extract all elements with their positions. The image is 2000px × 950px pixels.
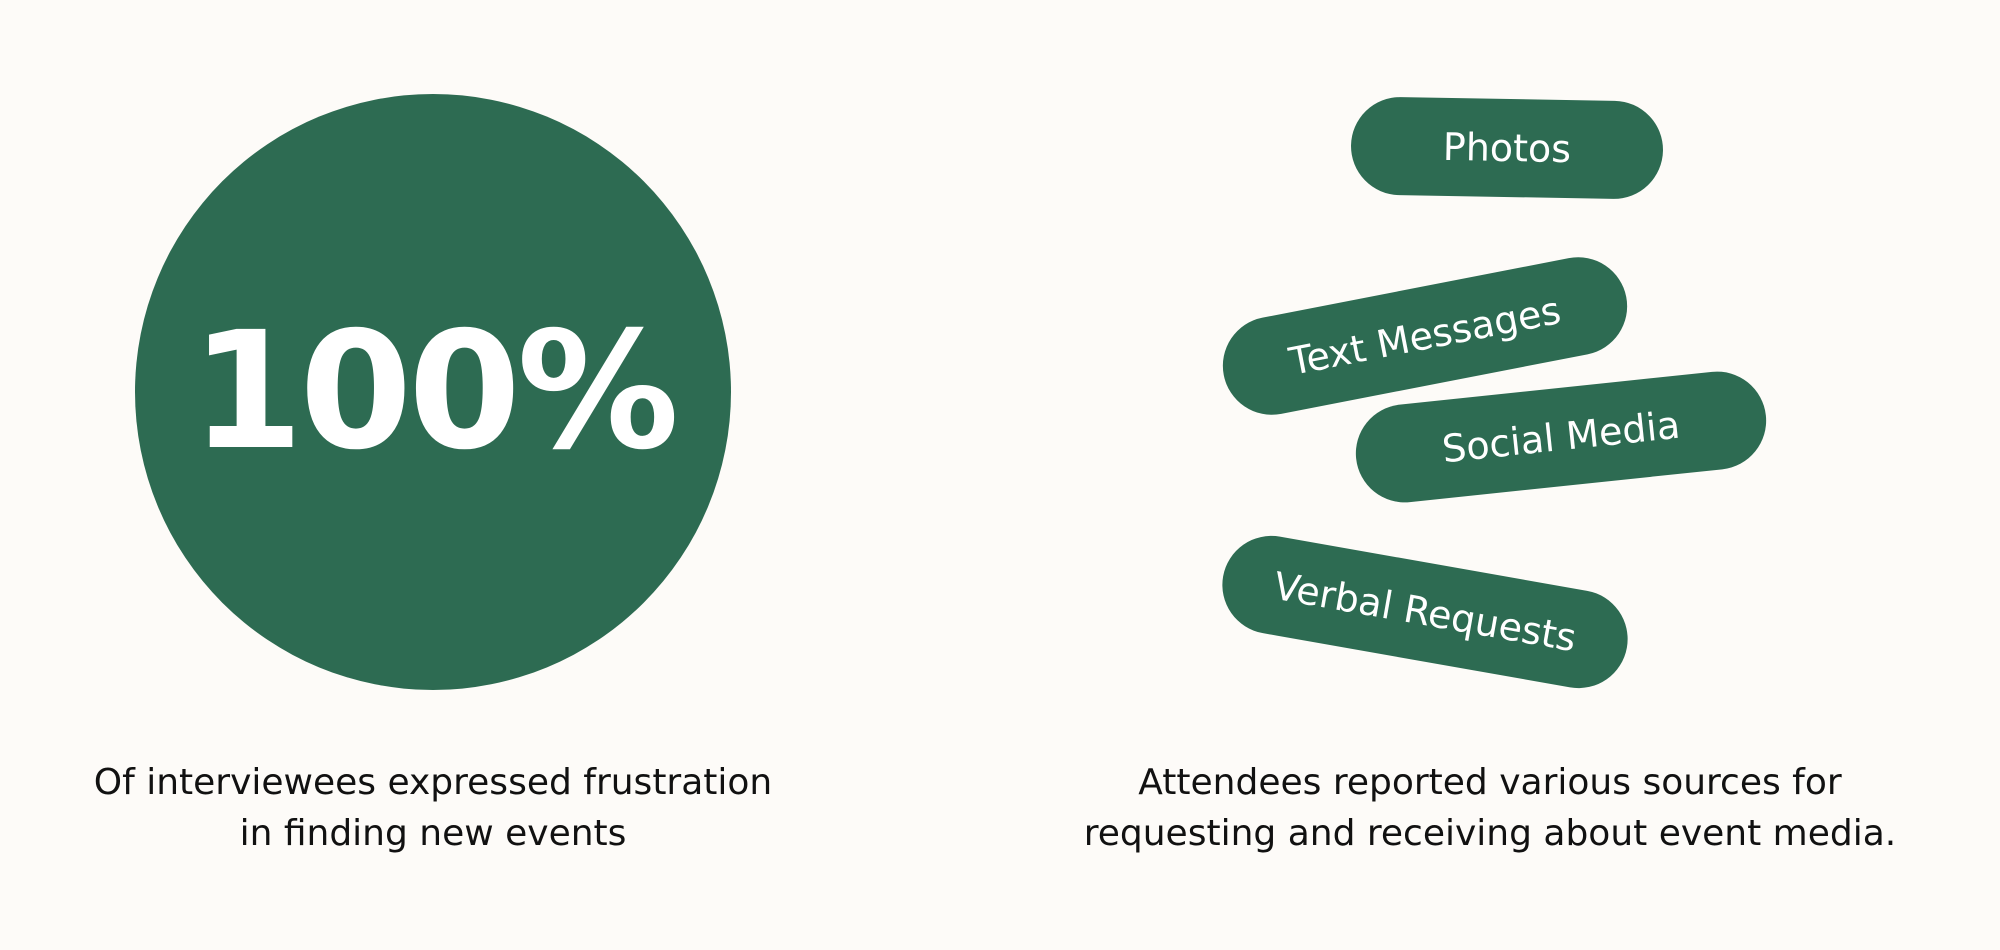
stat-caption-line-2: in finding new events (239, 813, 627, 854)
pill-photos: Photos (1350, 96, 1664, 200)
stat-value: 100% (190, 298, 679, 486)
sources-caption-line-2: requesting and receiving about event med… (1083, 813, 1897, 854)
sources-caption: Attendees reported various sources for r… (1060, 757, 1920, 859)
stat-caption-line-1: Of interviewees expressed frustration (93, 762, 773, 803)
sources-caption-line-1: Attendees reported various sources for (1138, 762, 1842, 803)
stat-caption: Of interviewees expressed frustration in… (60, 757, 806, 859)
stat-circle: 100% (135, 94, 731, 690)
pill-verbal-requests: Verbal Requests (1214, 528, 1636, 696)
